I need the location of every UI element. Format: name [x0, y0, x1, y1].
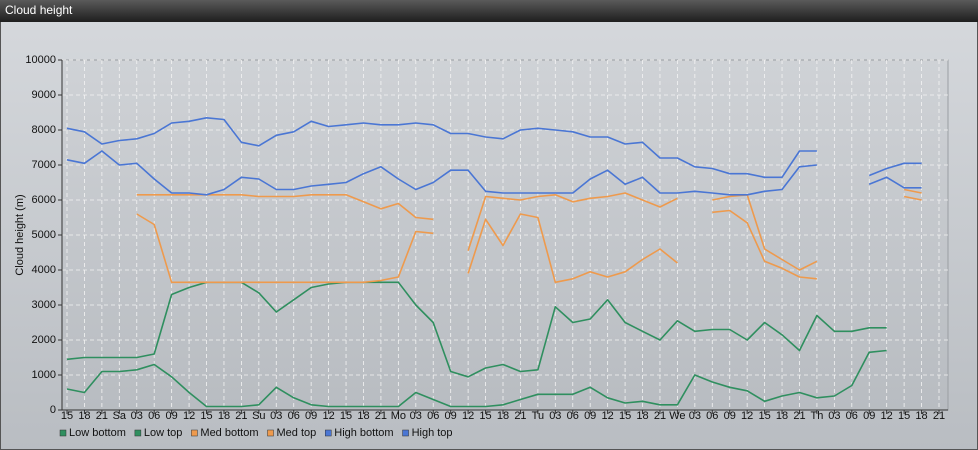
x-tick-label: 06 — [706, 410, 718, 422]
x-tick-label: 21 — [375, 410, 387, 422]
x-tick-label: 03 — [549, 410, 561, 422]
x-tick-label: 15 — [340, 410, 352, 422]
y-tick-label: 10000 — [25, 54, 56, 66]
x-tick-label: 15 — [898, 410, 910, 422]
x-tick-label: 15 — [479, 410, 491, 422]
y-tick-label: 9000 — [32, 89, 56, 101]
legend-swatch — [191, 429, 198, 437]
y-tick-label: 0 — [50, 404, 56, 416]
x-tick-label: 03 — [131, 410, 143, 422]
chart-title: Cloud height — [5, 3, 73, 17]
legend-swatch — [134, 429, 142, 437]
x-tick-label: 12 — [183, 410, 195, 422]
x-tick-label: 03 — [828, 410, 840, 422]
x-tick-label: 06 — [148, 410, 160, 422]
legend-swatch — [325, 429, 332, 437]
legend-label: Med bottom — [200, 427, 258, 439]
x-tick-label: 18 — [636, 410, 648, 422]
series-line — [66, 150, 922, 196]
x-tick-label: Tu — [532, 410, 544, 422]
x-tick-label: 21 — [514, 410, 526, 422]
x-tick-label: 12 — [462, 410, 474, 422]
legend-label: Low top — [144, 427, 183, 439]
x-tick-label: 21 — [96, 410, 108, 422]
x-tick-label: 03 — [410, 410, 422, 422]
x-tick-label: 15 — [619, 410, 631, 422]
y-tick-label: 5000 — [32, 229, 56, 241]
x-tick-label: Th — [810, 410, 823, 422]
series-line — [66, 281, 887, 378]
x-tick-label: 12 — [741, 410, 753, 422]
x-tick-label: 18 — [915, 410, 927, 422]
y-tick-label: 8000 — [32, 124, 56, 136]
title-bar — [0, 0, 978, 22]
x-tick-label: 18 — [78, 410, 90, 422]
legend-label: Med top — [277, 427, 317, 439]
x-tick-label: 18 — [497, 410, 509, 422]
legend-label: High bottom — [334, 427, 393, 439]
legend-label: High top — [412, 427, 453, 439]
series-line — [66, 117, 922, 179]
x-tick-label: 12 — [881, 410, 893, 422]
series-line — [136, 188, 922, 271]
x-tick-label: Sa — [113, 410, 127, 422]
x-tick-label: 09 — [305, 410, 317, 422]
x-tick-label: 09 — [863, 410, 875, 422]
x-tick-label: 21 — [235, 410, 247, 422]
x-tick-label: 09 — [166, 410, 178, 422]
x-tick-label: 15 — [200, 410, 212, 422]
x-tick-label: 21 — [654, 410, 666, 422]
x-tick-label: 12 — [602, 410, 614, 422]
x-tick-label: 03 — [689, 410, 701, 422]
x-tick-label: 09 — [724, 410, 736, 422]
series-line — [66, 349, 887, 408]
x-tick-label: 21 — [933, 410, 945, 422]
x-tick-label: 06 — [846, 410, 858, 422]
legend-swatch — [267, 429, 274, 437]
y-tick-label: 7000 — [32, 159, 56, 171]
x-tick-label: 18 — [218, 410, 230, 422]
series-line — [136, 195, 922, 284]
x-tick-label: 09 — [445, 410, 457, 422]
x-tick-label: Mo — [391, 410, 406, 422]
x-tick-label: 15 — [758, 410, 770, 422]
x-tick-label: 18 — [357, 410, 369, 422]
x-tick-label: 09 — [584, 410, 596, 422]
legend-label: Low bottom — [69, 427, 126, 439]
x-tick-label: 06 — [288, 410, 300, 422]
legend-swatch — [59, 429, 67, 437]
y-axis-label: Cloud height (m) — [14, 194, 26, 275]
y-tick-label: 4000 — [32, 264, 56, 276]
x-tick-label: 12 — [322, 410, 334, 422]
x-tick-label: 21 — [793, 410, 805, 422]
x-tick-label: We — [669, 410, 685, 422]
x-tick-label: 18 — [776, 410, 788, 422]
y-tick-label: 2000 — [32, 334, 56, 346]
legend-swatch — [402, 429, 409, 437]
y-tick-label: 3000 — [32, 299, 56, 311]
y-tick-label: 1000 — [32, 369, 56, 381]
y-tick-label: 6000 — [32, 194, 56, 206]
x-tick-label: 06 — [567, 410, 579, 422]
x-tick-label: 06 — [427, 410, 439, 422]
x-tick-label: Su — [252, 410, 265, 422]
x-tick-label: 03 — [270, 410, 282, 422]
x-tick-label: 15 — [61, 410, 73, 422]
